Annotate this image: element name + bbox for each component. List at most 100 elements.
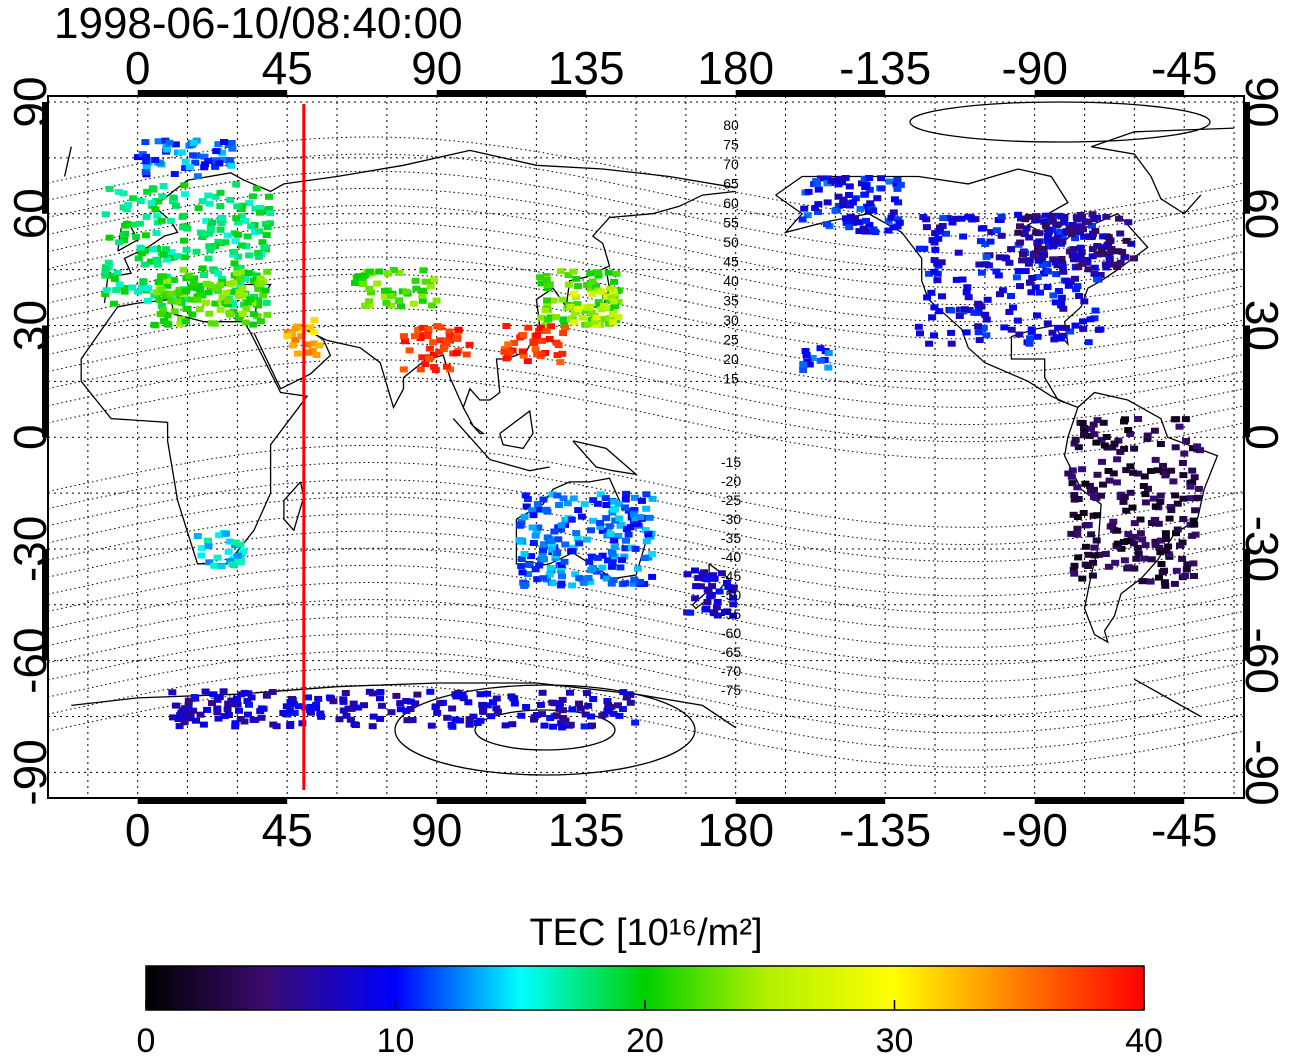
tec-point-south-africa [224,548,233,555]
tec-point-south-asia [401,338,409,345]
tec-point-north-america [931,246,940,253]
tec-point-europe [151,206,160,213]
tec-point-central-asia [387,302,396,309]
tec-point-antarctica [304,694,312,701]
tec-point-europe [146,258,155,265]
tec-point-east-asia [611,303,619,309]
tec-point-south-america [1132,555,1141,562]
tec-point-australia [640,580,649,587]
tec-point-europe [234,231,242,238]
tec-point-scandinavia-north [141,153,150,160]
tec-point-south-america [1155,574,1163,581]
tec-point-north-america [925,270,933,277]
coastline [80,298,309,565]
tec-point-europe [200,272,209,278]
mlat-label-north: 20 [723,351,739,367]
tec-point-north-america [1079,318,1087,325]
tec-point-alaska [884,217,893,224]
tec-point-europe [216,226,225,233]
tec-point-north-america [1027,289,1036,296]
tec-point-middle-east [310,317,319,324]
tec-point-canada-east [1118,248,1127,255]
tec-point-south-america [1179,516,1188,522]
tec-point-north-america [1014,211,1023,218]
tec-point-antarctica [493,708,502,715]
tec-point-east-asia [586,286,595,293]
tec-point-canada-east [1074,263,1083,270]
tec-point-europe [182,296,191,303]
tec-point-australia [594,554,602,561]
tec-point-north-america [1058,233,1067,240]
tec-point-australia [528,507,537,514]
tec-point-north-america [1079,325,1088,332]
tec-point-europe [104,259,113,266]
tec-point-south-america [1151,503,1160,510]
bottom-frame-bar [436,798,587,804]
tec-point-scandinavia-north [156,160,164,167]
tec-point-south-america [1070,492,1079,498]
tec-point-europe [241,217,250,224]
tec-point-south-america [1149,495,1158,502]
tec-point-alaska [887,214,896,221]
tec-point-australia [622,537,630,544]
tec-point-australia [572,530,581,537]
tec-point-japan [578,314,587,321]
tec-point-north-america [1045,243,1053,250]
tec-point-australia [567,516,576,523]
tec-point-canada-east [1060,214,1069,220]
tec-point-antarctica [581,711,590,718]
tec-point-mediterranean [181,318,190,325]
tec-point-japan [603,293,612,300]
tec-point-north-america [1052,271,1061,278]
tec-point-alaska [867,204,876,211]
tec-point-canada-east [1105,256,1114,263]
tec-point-south-asia [405,347,414,354]
tec-point-china-south [556,359,565,366]
tec-point-europe [140,248,149,255]
tec-point-antarctica [489,699,497,706]
tec-point-alaska [845,192,853,198]
tec-point-alaska [834,193,843,200]
south-mlat-oval [474,709,616,751]
tec-point-australia [608,559,617,566]
tec-point-mediterranean [227,289,236,296]
tec-point-europe [160,251,168,258]
tec-point-north-america [1043,284,1052,290]
tec-point-south-america [1070,496,1079,503]
tec-point-mediterranean [157,286,166,293]
tec-point-antarctica [231,723,240,730]
tec-point-canada-east [1069,246,1078,253]
tec-point-north-america [922,224,931,231]
tec-point-north-america [938,293,946,300]
tec-point-australia [557,522,566,529]
tec-point-mediterranean [259,292,268,299]
lon-tick-top: 180 [697,42,774,94]
tec-point-canada-east [1102,213,1111,220]
mlat-label-south: -40 [721,549,741,565]
tec-point-mediterranean [238,285,247,292]
tec-point-australia [598,527,607,534]
left-latitude-axis: 90 60 30 0 -30 -60 -90 [4,76,56,805]
tec-point-canada-east [1085,233,1093,240]
tec-point-japan [614,314,623,321]
tec-point-north-america [1068,222,1077,228]
tec-point-canada-east [1033,239,1042,246]
tec-point-antarctica [538,689,547,696]
mlat-contour [48,359,1244,443]
tec-point-antarctica [614,702,622,709]
tec-point-antarctica [286,723,295,729]
tec-point-antarctica [406,698,415,705]
tec-point-alaska [873,195,882,202]
tec-point-north-america [933,260,942,267]
tec-point-antarctica [549,723,558,730]
tec-point-mediterranean [225,309,234,316]
tec-point-europe [245,200,254,207]
tec-point-north-america [938,223,947,229]
tec-point-south-america [1179,495,1188,502]
tec-point-europe [159,183,168,189]
tec-point-south-asia [445,328,454,335]
tec-point-canada-east [1019,251,1027,258]
tec-point-north-america [959,233,968,240]
lon-tick-bottom: 45 [262,804,313,856]
tec-point-antarctica [237,691,246,698]
